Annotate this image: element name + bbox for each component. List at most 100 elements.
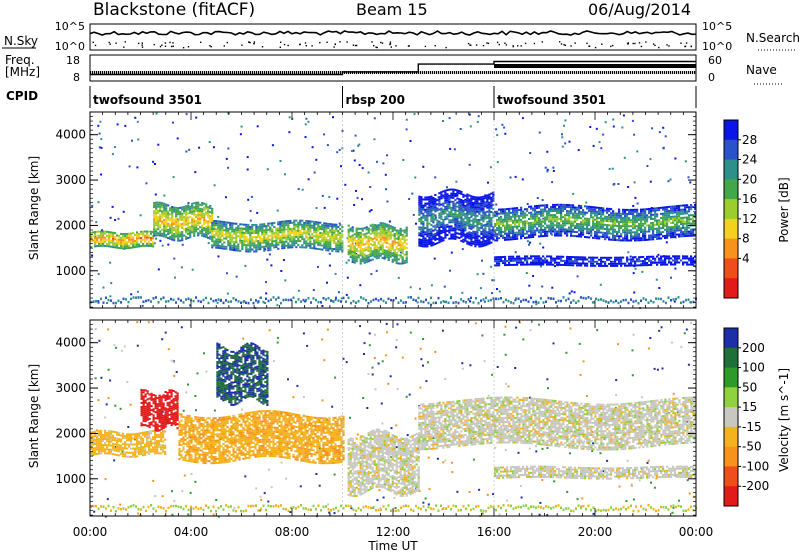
nsearch-point xyxy=(574,42,576,44)
echo-mark xyxy=(540,223,543,225)
speckle-mark xyxy=(528,284,531,287)
echo-mark xyxy=(462,224,465,227)
echo-mark xyxy=(146,238,149,241)
echo-mark xyxy=(239,233,242,236)
echo-mark xyxy=(375,251,378,253)
nave-point xyxy=(218,71,220,74)
echo-mark xyxy=(496,214,499,217)
speckle-mark xyxy=(244,265,247,267)
echo-mark xyxy=(582,213,585,216)
echo-mark xyxy=(173,206,176,209)
echo-mark xyxy=(118,238,121,241)
echo-mark xyxy=(526,236,529,239)
echo-mark xyxy=(159,234,162,237)
nave-point xyxy=(660,71,662,74)
echo-mark xyxy=(377,246,380,249)
nave-point xyxy=(102,71,104,74)
speckle-mark xyxy=(91,204,94,207)
echo-mark xyxy=(155,205,158,208)
echo-mark xyxy=(586,232,589,235)
echo-mark xyxy=(383,228,386,231)
echo-mark xyxy=(636,216,639,219)
echo-mark xyxy=(359,246,362,249)
speckle-mark xyxy=(312,289,315,291)
echo-mark xyxy=(247,230,250,232)
echo-mark xyxy=(528,228,531,231)
echo-mark xyxy=(460,211,463,214)
ground-scatter-mark xyxy=(392,299,395,302)
echo-mark xyxy=(524,263,527,266)
echo-mark xyxy=(540,257,543,260)
ground-scatter-mark xyxy=(212,299,215,303)
echo-mark xyxy=(281,243,284,246)
echo-mark xyxy=(165,207,168,210)
echo-mark xyxy=(175,231,178,234)
echo-mark xyxy=(163,233,166,236)
echo-mark xyxy=(484,225,487,228)
echo-mark xyxy=(658,237,661,240)
echo-mark xyxy=(297,229,300,232)
echo-mark xyxy=(562,208,565,210)
speckle-mark xyxy=(174,276,176,279)
echo-mark xyxy=(399,240,402,243)
echo-mark xyxy=(560,205,563,208)
echo-mark xyxy=(189,221,192,224)
echo-mark xyxy=(542,210,545,213)
echo-mark xyxy=(550,220,553,223)
nsearch-point xyxy=(517,45,519,47)
echo-mark xyxy=(536,257,539,260)
echo-mark xyxy=(496,223,499,225)
ground-scatter-mark xyxy=(230,300,232,303)
echo-mark xyxy=(331,237,334,240)
echo-mark xyxy=(185,213,188,216)
speckle-mark xyxy=(326,144,329,147)
echo-mark xyxy=(207,224,210,227)
echo-mark xyxy=(205,227,208,230)
echo-mark xyxy=(488,238,491,241)
echo-mark xyxy=(175,215,178,218)
echo-mark xyxy=(488,197,491,200)
nave-point xyxy=(458,71,460,74)
nave-point xyxy=(408,71,410,74)
echo-mark xyxy=(606,236,609,239)
echo-mark xyxy=(480,241,483,244)
echo-mark xyxy=(450,213,453,215)
echo-mark xyxy=(375,244,378,247)
nave-point xyxy=(306,71,308,74)
echo-mark xyxy=(361,227,364,230)
echo-mark xyxy=(506,234,509,237)
echo-mark xyxy=(369,247,372,250)
nave-point xyxy=(326,71,328,74)
echo-mark xyxy=(331,247,334,250)
echo-mark xyxy=(428,202,431,205)
echo-mark xyxy=(199,226,202,229)
echo-mark xyxy=(359,250,362,253)
echo-mark xyxy=(674,217,677,220)
echo-mark xyxy=(263,225,266,228)
echo-mark xyxy=(662,235,665,238)
echo-mark xyxy=(440,230,443,232)
echo-mark xyxy=(482,201,485,204)
echo-mark xyxy=(187,222,190,225)
echo-mark xyxy=(199,218,202,220)
echo-mark xyxy=(217,224,220,227)
echo-mark xyxy=(175,223,178,226)
echo-mark xyxy=(458,232,461,235)
echo-mark xyxy=(102,238,105,241)
echo-mark xyxy=(215,242,218,245)
echo-mark xyxy=(554,203,557,206)
echo-mark xyxy=(235,247,238,250)
echo-mark xyxy=(524,216,527,219)
echo-mark xyxy=(496,256,499,259)
echo-mark xyxy=(622,210,625,213)
echo-mark xyxy=(341,234,344,237)
echo-mark xyxy=(130,246,133,249)
echo-mark xyxy=(540,235,543,238)
echo-mark xyxy=(548,214,551,217)
echo-mark xyxy=(359,258,362,261)
ground-scatter-mark xyxy=(565,299,567,302)
ground-scatter-mark xyxy=(692,300,695,304)
echo-mark xyxy=(530,213,533,216)
echo-mark xyxy=(480,216,483,219)
echo-mark xyxy=(351,248,354,251)
